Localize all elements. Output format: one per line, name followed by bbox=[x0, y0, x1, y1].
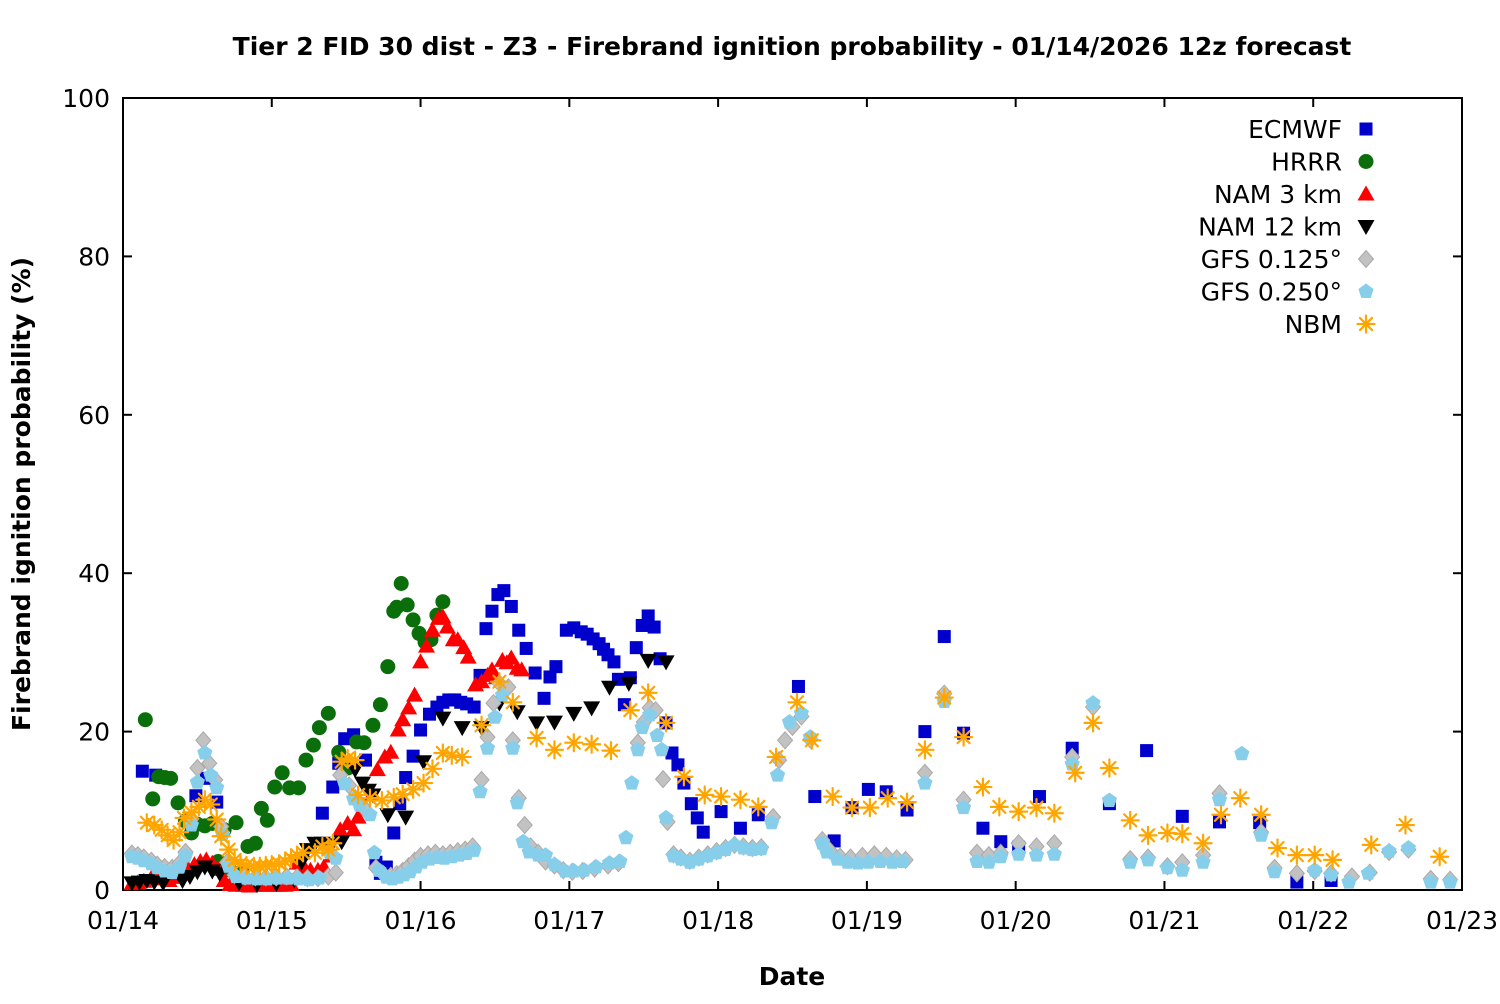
y-tick-label: 100 bbox=[62, 84, 110, 113]
x-tick-label: 01/17 bbox=[533, 906, 605, 935]
legend-item-label: NAM 3 km bbox=[1214, 180, 1342, 209]
legend-item-gfs-0-125: GFS 0.125° bbox=[1201, 245, 1375, 274]
legend-item-label: NBM bbox=[1285, 310, 1342, 339]
x-tick-label: 01/16 bbox=[385, 906, 457, 935]
y-axis-label: Firebrand ignition probability (%) bbox=[7, 257, 36, 731]
legend-item-label: GFS 0.125° bbox=[1201, 245, 1342, 274]
x-tick-label: 01/22 bbox=[1277, 906, 1349, 935]
legend-item-label: HRRR bbox=[1271, 148, 1342, 177]
legend-item-nam-3-km: NAM 3 km bbox=[1214, 180, 1375, 209]
legend-item-label: ECMWF bbox=[1248, 115, 1342, 144]
x-tick-label: 01/15 bbox=[236, 906, 308, 935]
plot-frame bbox=[122, 97, 1463, 891]
x-tick-label: 01/20 bbox=[980, 906, 1052, 935]
legend-item-nam-12-km: NAM 12 km bbox=[1198, 213, 1375, 242]
y-tick-label: 60 bbox=[78, 401, 110, 430]
tick-labels: 01/14 01/15 01/16 01/17 01/18 01/19 01/20 01/21… bbox=[62, 84, 1498, 935]
page-title: Tier 2 FID 30 dist - Z3 - Firebrand igni… bbox=[233, 32, 1352, 61]
series-nbm bbox=[137, 672, 1450, 876]
series-hrrr bbox=[137, 575, 451, 880]
y-tick-label: 40 bbox=[78, 559, 110, 588]
x-tick-label: 01/18 bbox=[682, 906, 754, 935]
y-tick-label: 20 bbox=[78, 718, 110, 747]
legend-item-gfs-0-250: GFS 0.250° bbox=[1201, 278, 1374, 307]
y-tick-label: 0 bbox=[94, 876, 110, 905]
x-axis-label: Date bbox=[759, 962, 826, 991]
x-tick-label: 01/19 bbox=[831, 906, 903, 935]
y-tick-label: 80 bbox=[78, 242, 110, 271]
legend-item-ecmwf: ECMWF bbox=[1248, 115, 1373, 144]
x-tick-label: 01/14 bbox=[87, 906, 159, 935]
legend-item-nbm: NBM bbox=[1285, 310, 1376, 339]
x-tick-label: 01/21 bbox=[1128, 906, 1200, 935]
legend-item-label: NAM 12 km bbox=[1198, 213, 1342, 242]
legend: ECMWF HRRR NAM 3 km NAM 12 km GFS 0.125° GFS … bbox=[1198, 115, 1376, 339]
legend-item-label: GFS 0.250° bbox=[1201, 278, 1342, 307]
legend-item-hrrr: HRRR bbox=[1271, 148, 1374, 177]
x-tick-label: 01/23 bbox=[1426, 906, 1498, 935]
data-points-layer bbox=[123, 575, 1459, 893]
